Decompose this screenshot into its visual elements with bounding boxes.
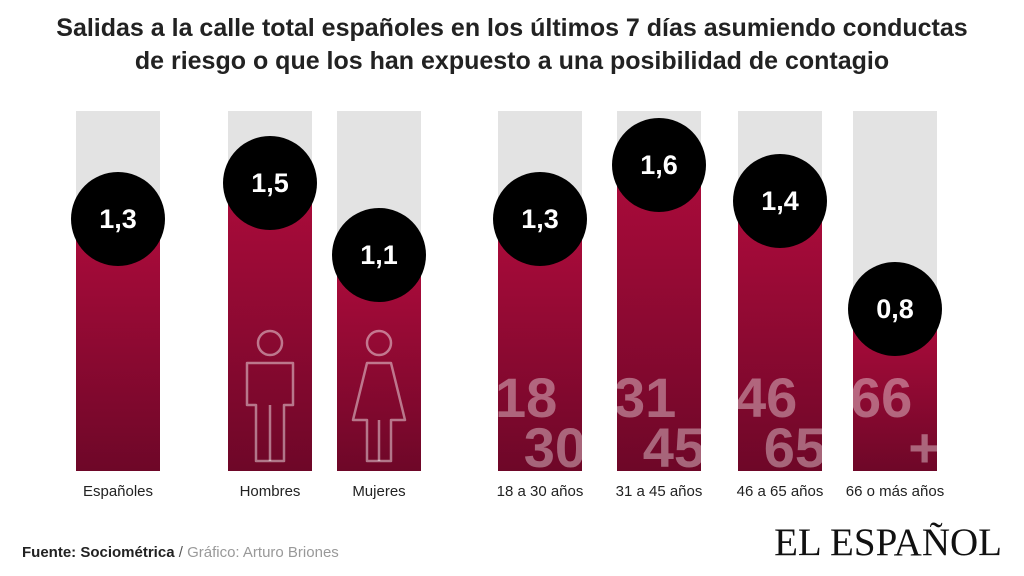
data-label: 1,3 [99,204,137,234]
bar [498,237,582,471]
category-label: 46 a 65 años [737,483,824,500]
data-label: 1,5 [251,168,289,198]
bar-group-1: 1,5 Hombres [223,111,317,500]
category-label: Españoles [83,483,153,500]
category-label: 31 a 45 años [616,483,703,500]
bar [76,237,160,471]
chart-title-line-1: Salidas a la calle total españoles en lo… [56,14,968,42]
bar [337,273,421,471]
data-label: 1,1 [360,240,398,270]
data-label: 0,8 [876,294,914,324]
bar-overlay-text: 31 [614,366,676,429]
woman-icon [351,329,407,463]
bar-overlay-text: 46 [735,366,797,429]
bar [228,201,312,471]
category-label: Hombres [240,483,301,500]
category-label: Mujeres [352,483,405,500]
bar-overlay-text: 45 [643,416,705,479]
bar [617,183,701,471]
man-icon [245,329,295,463]
el-espanol-logo: EL ESPAÑOL [774,521,1002,564]
source-separator: / [178,544,183,561]
bar-group-2: 1,1 Mujeres [332,111,426,500]
bar-overlay-text: 65 [764,416,826,479]
value-bubble [332,208,426,302]
value-bubble [493,172,587,266]
bar-overlay-text: 30 [524,416,586,479]
value-bubble [223,136,317,230]
bar [738,219,822,471]
category-label: 66 o más años [846,483,944,500]
bar-group-6: 66+0,8 66 o más años [846,111,944,500]
value-bubble [848,262,942,356]
value-bubble [733,154,827,248]
value-bubble [612,118,706,212]
data-label: 1,6 [640,150,678,180]
bar-overlay-text: 18 [495,366,557,429]
bars-layer: 1,3Españoles1,5Hombres1,1Mujeres18301,31… [71,111,944,500]
bar-overlay-text: + [908,416,941,479]
source-note: Fuente: Sociométrica / Gráfico: Arturo B… [22,544,339,561]
category-label: 18 a 30 años [497,483,584,500]
value-bubble [71,172,165,266]
chart-title-line-2: de riesgo o que los han expuesto a una p… [134,47,890,75]
data-label: 1,4 [761,186,799,216]
source-label: Fuente: Sociométrica [22,544,175,561]
bar-group-0: 1,3 Españoles [71,111,165,500]
bar-overlay-text: 66 [850,366,912,429]
data-label: 1,3 [521,204,559,234]
graphic-credit: Gráfico: Arturo Briones [187,544,339,561]
chart-title: Salidas a la calle total españoles en lo… [0,12,1024,78]
